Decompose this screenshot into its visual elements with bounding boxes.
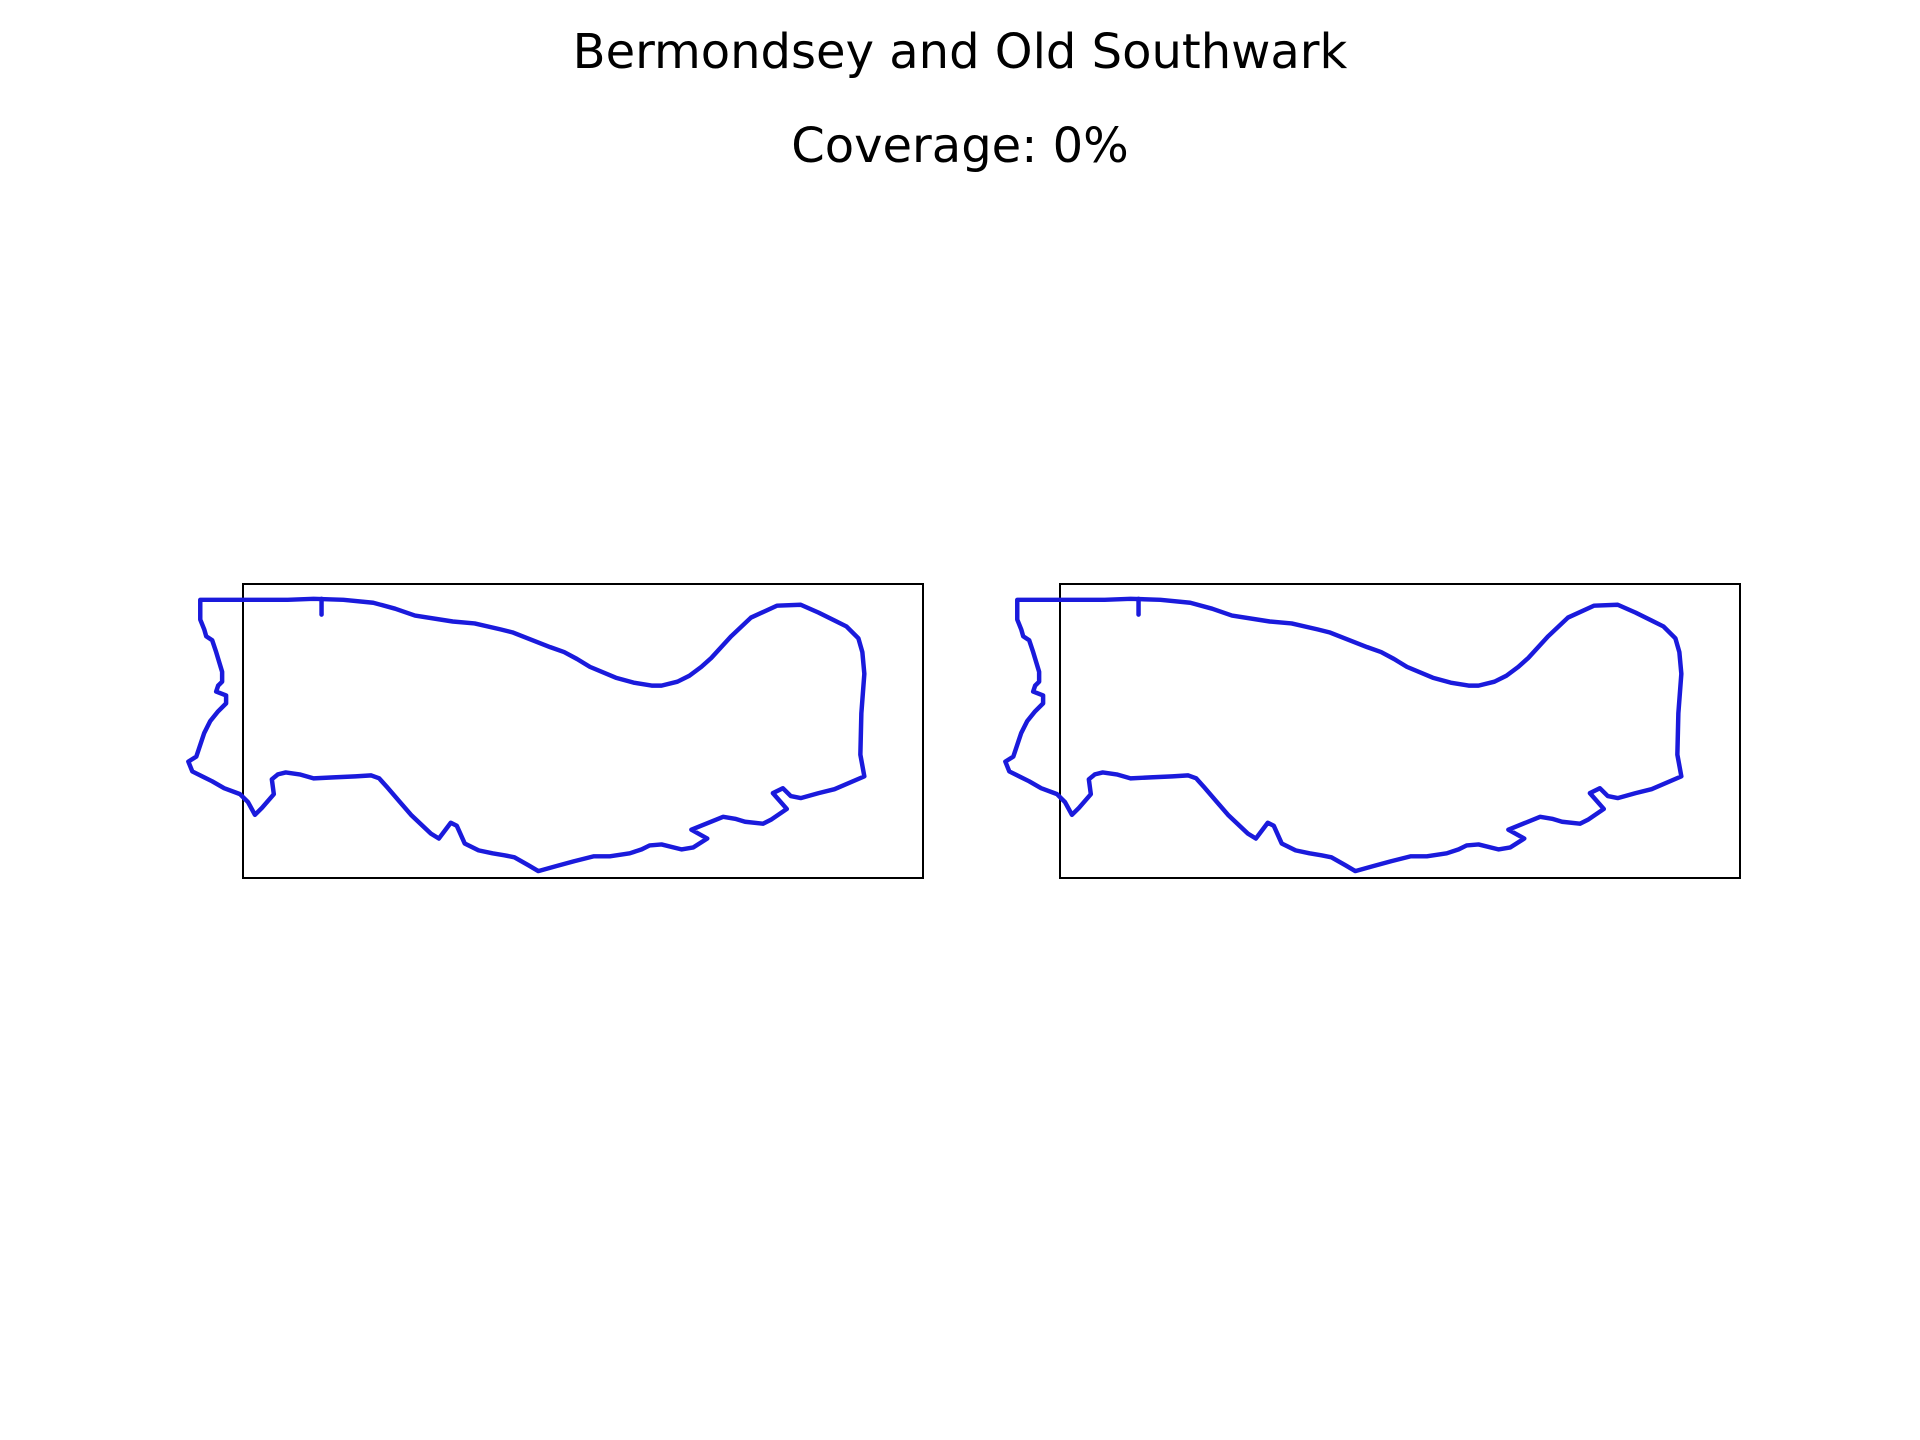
map-left-canvas bbox=[186, 596, 867, 874]
ward-boundary-outline bbox=[186, 596, 867, 874]
coverage-label: Coverage: 0% bbox=[791, 118, 1129, 174]
ward-boundary-outline bbox=[1003, 596, 1684, 874]
map-right-canvas bbox=[1003, 596, 1684, 874]
figure-title: Bermondsey and Old Southwark bbox=[572, 24, 1348, 80]
map-panel-left bbox=[186, 583, 924, 879]
map-panel-right bbox=[1003, 583, 1741, 879]
